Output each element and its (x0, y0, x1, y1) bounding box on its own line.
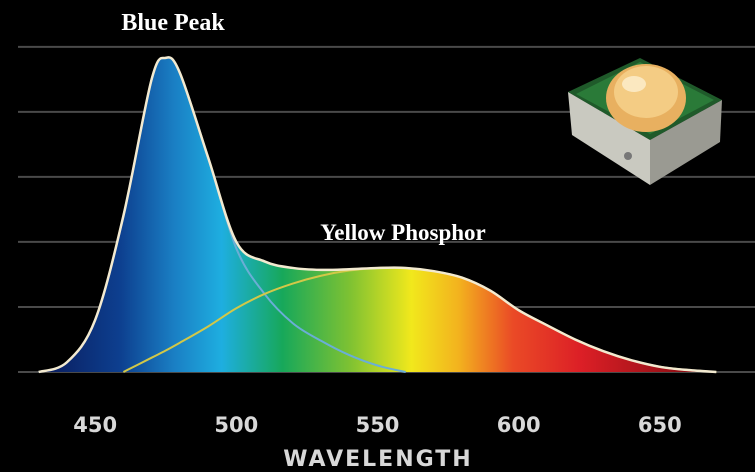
x-tick-label: 600 (497, 413, 541, 437)
annotation: Blue Peak (121, 10, 225, 36)
x-tick-label: 650 (638, 413, 682, 437)
chart: Blue Peak Yellow Phosphor WAVELENGTH 450… (0, 0, 755, 472)
x-axis-label: WAVELENGTH (283, 447, 472, 472)
x-tick-label: 450 (73, 413, 117, 437)
x-tick-label: 550 (356, 413, 400, 437)
x-tick-label: 500 (214, 413, 258, 437)
annotation: Yellow Phosphor (320, 220, 486, 245)
